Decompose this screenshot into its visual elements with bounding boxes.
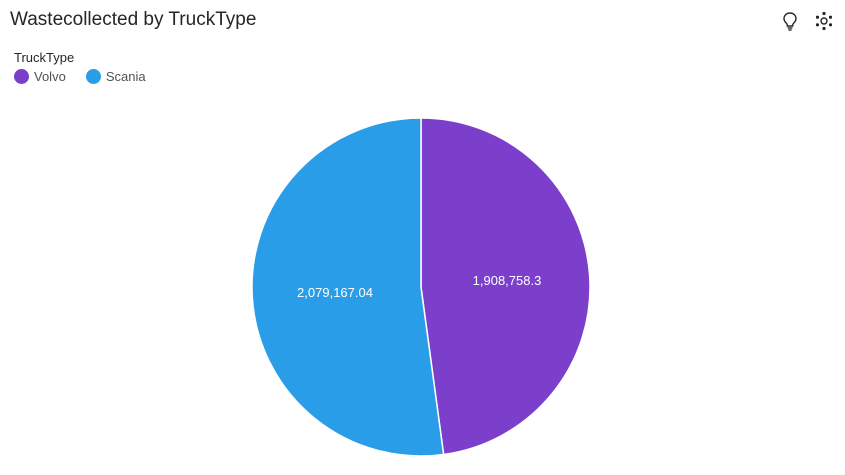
slice-value-label: 1,908,758.3 xyxy=(473,273,542,288)
chart-legend: Volvo Scania xyxy=(14,69,146,84)
lightbulb-icon[interactable] xyxy=(779,10,801,32)
chart-title: Wastecollected by TruckType xyxy=(10,9,257,30)
legend-label: Volvo xyxy=(34,69,66,84)
chart-toolbar xyxy=(779,10,835,32)
legend-title: TruckType xyxy=(14,50,75,65)
legend-label: Scania xyxy=(105,69,146,84)
legend-item-volvo[interactable]: Volvo xyxy=(14,69,66,84)
pie-slice-volvo[interactable] xyxy=(420,117,591,456)
pie-slice-scania[interactable] xyxy=(251,117,445,457)
legend-swatch xyxy=(14,69,29,84)
relationship-network-icon[interactable] xyxy=(813,10,835,32)
legend-swatch xyxy=(85,69,101,84)
legend-item-scania[interactable]: Scania xyxy=(85,69,146,84)
slice-value-label: 2,079,167.04 xyxy=(297,285,373,300)
